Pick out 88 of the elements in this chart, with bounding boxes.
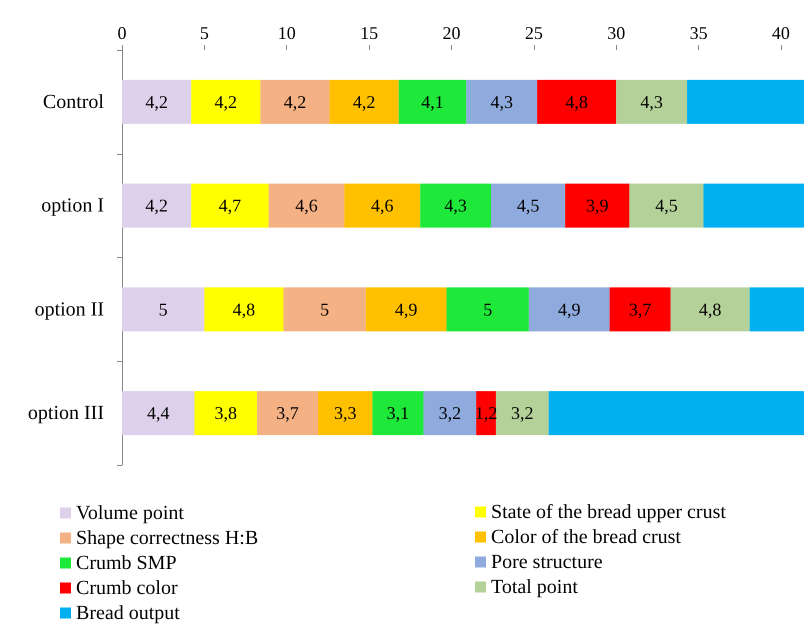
x-tick-label: 20: [442, 23, 460, 43]
bar: [704, 184, 804, 228]
data-label: 3,7: [276, 403, 299, 424]
bar: [687, 80, 804, 124]
data-label: 4,9: [558, 299, 581, 320]
data-label: 3,8: [214, 403, 238, 424]
bar: [260, 80, 330, 124]
bar: [366, 287, 447, 332]
bar: [122, 184, 192, 228]
legend-label: Volume point: [76, 502, 184, 524]
data-label: 3,7: [628, 299, 652, 320]
data-label: 4,8: [565, 92, 588, 112]
data-label: 3,1: [386, 403, 410, 424]
y-tick-label: option I: [41, 194, 104, 217]
bar: [344, 184, 420, 228]
x-tick-label: 35: [690, 23, 708, 43]
data-label: 4,3: [490, 92, 513, 112]
bar: [257, 391, 318, 436]
bar: [491, 184, 566, 228]
data-label: 4,4: [146, 403, 170, 424]
data-label: 4,2: [145, 92, 168, 112]
bar: [330, 80, 399, 124]
legend-label: State of the bread upper crust: [491, 501, 726, 523]
bar: [398, 80, 466, 124]
bar: [629, 184, 704, 228]
bar: [194, 391, 258, 436]
data-label: 4,5: [516, 196, 540, 216]
data-label: 4,3: [640, 92, 663, 112]
data-label: 4,2: [214, 92, 238, 112]
data-label: 4,3: [444, 196, 467, 216]
x-tick-label: 0: [118, 23, 126, 43]
bar: [446, 287, 529, 332]
bar: [537, 80, 616, 124]
x-tick-label: 30: [607, 23, 626, 43]
data-label: 4,2: [284, 92, 306, 112]
bar: [122, 287, 204, 332]
bar: [548, 391, 804, 436]
bar: [565, 184, 630, 228]
data-label: 5: [320, 299, 330, 320]
y-tick-label: Control: [42, 90, 104, 113]
data-label: 4,8: [698, 299, 722, 320]
legend-label: Bread output: [76, 602, 180, 624]
x-tick-label: 15: [360, 23, 378, 43]
data-label: 5: [483, 299, 492, 320]
legend-label: Shape correctness H:B: [76, 527, 258, 549]
data-label: 4,2: [145, 196, 168, 216]
data-label: 4,9: [394, 299, 418, 320]
bar: [610, 287, 671, 332]
bar: [283, 287, 366, 332]
legend-label: Total point: [491, 576, 578, 598]
data-label: 3,2: [438, 403, 462, 424]
bar: [191, 80, 260, 124]
bar: [191, 184, 269, 228]
y-tick-label: option III: [28, 402, 104, 424]
bar: [423, 391, 476, 436]
x-tick-label: 5: [200, 23, 209, 43]
data-label: 3,9: [586, 196, 609, 216]
bar: [122, 391, 194, 436]
y-tick-label: option II: [34, 298, 104, 320]
x-tick-label: 40: [772, 23, 790, 43]
data-label: 4,8: [232, 299, 256, 320]
legend-label: Color of the bread crust: [491, 526, 682, 548]
data-label: 3,2: [511, 403, 534, 424]
legend-label: Crumb SMP: [76, 552, 177, 574]
bar: [268, 184, 344, 228]
x-tick-label: 25: [524, 23, 543, 43]
bar: [318, 391, 372, 436]
bar: [204, 287, 284, 332]
data-label: 4,6: [371, 196, 394, 216]
bar: [466, 80, 538, 124]
data-label: 4,6: [295, 196, 318, 216]
bar: [750, 287, 804, 332]
data-label: 4,1: [421, 92, 444, 112]
data-label: 4,2: [352, 92, 376, 112]
bar: [496, 391, 549, 436]
bar: [372, 391, 424, 436]
bar: [122, 80, 192, 124]
data-label: 3,3: [334, 403, 356, 424]
data-label: 5: [158, 299, 168, 320]
data-label: 4,7: [218, 196, 242, 216]
x-tick-label: 10: [278, 23, 296, 43]
legend-label: Pore structure: [491, 551, 603, 573]
bar: [528, 287, 610, 332]
bar: [616, 80, 688, 124]
bar: [420, 184, 492, 228]
data-label: 4,5: [655, 196, 678, 216]
legend-label: Crumb color: [76, 577, 178, 599]
bar: [670, 287, 750, 332]
